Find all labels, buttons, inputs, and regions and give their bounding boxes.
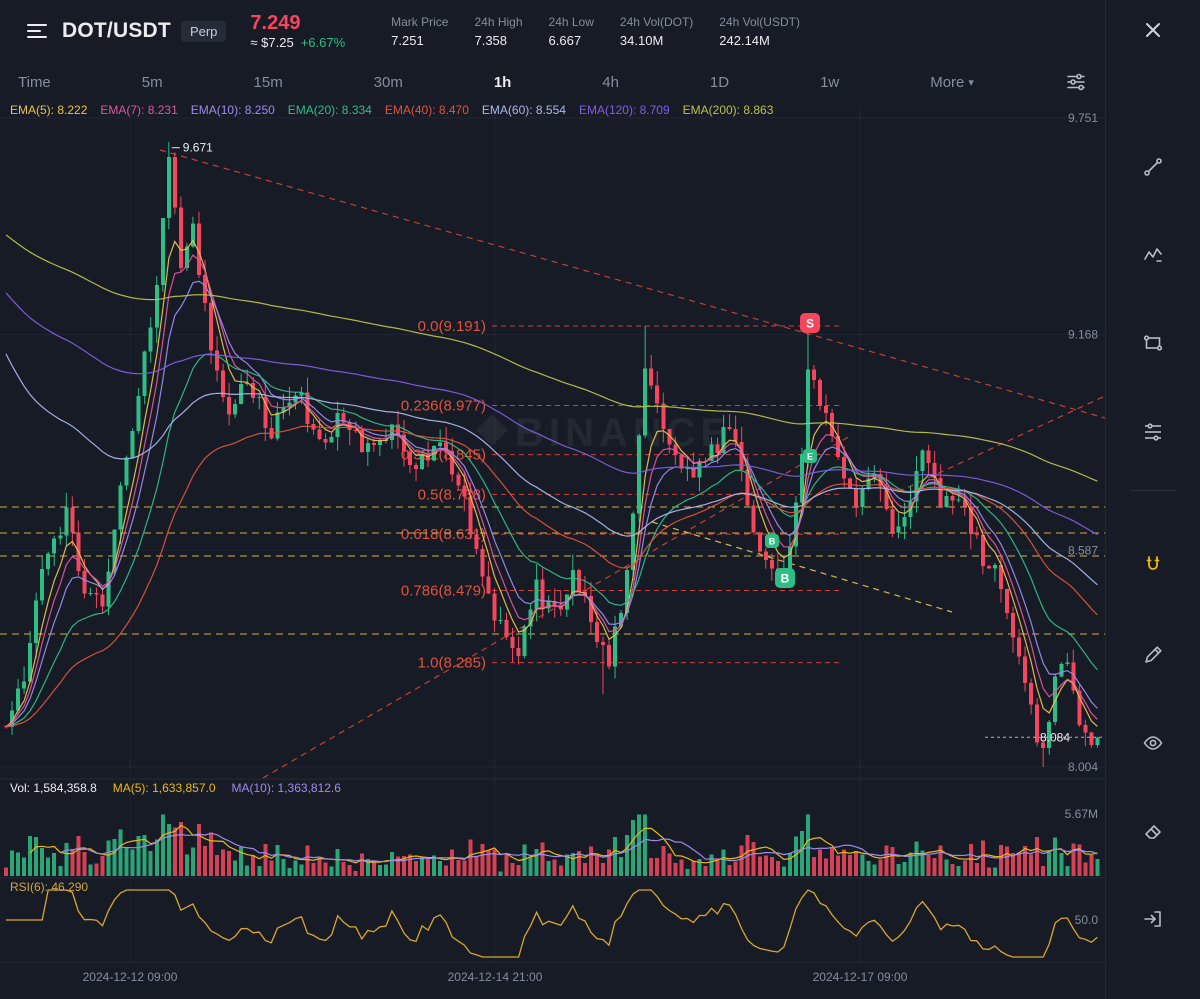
trade-marker-b[interactable]: B	[765, 534, 779, 548]
rsi-line	[6, 889, 1098, 958]
tab-4h[interactable]: 4h	[602, 73, 619, 91]
svg-text:0.786(8.479): 0.786(8.479)	[401, 583, 486, 600]
magnet-icon[interactable]	[1135, 547, 1171, 583]
ema-line	[5, 353, 1098, 728]
chart-settings-icon[interactable]	[1065, 71, 1087, 93]
ema-line	[5, 280, 1098, 728]
timeframe-toolbar: Time 5m 15m 30m 1h 4h 1D 1w More ▾	[0, 62, 1105, 102]
ema-indicators-row: EMA(5): 8.222 EMA(7): 8.231 EMA(10): 8.250…	[10, 103, 773, 117]
ema-indicator: EMA(200): 8.863	[682, 103, 774, 117]
menu-icon[interactable]	[24, 18, 50, 44]
chart-area: BINANCE 0.0(9.191) 0.236(8.977) 0.382(8.845…	[0, 0, 1105, 999]
trendline-tool-icon[interactable]	[1135, 149, 1171, 185]
volume-indicator-row: Vol: 1,584,358.8 MA(5): 1,633,857.0 MA(1…	[10, 781, 341, 795]
svg-text:BINANCE: BINANCE	[515, 411, 732, 455]
volume-layer	[4, 814, 1100, 876]
tab-5m[interactable]: 5m	[141, 73, 163, 91]
trendline	[159, 149, 1105, 419]
tab-30m[interactable]: 30m	[373, 73, 403, 91]
svg-text:1.0(8.285): 1.0(8.285)	[418, 655, 486, 672]
ema-line	[5, 353, 1098, 586]
volume-value: Vol: 1,584,358.8	[10, 781, 97, 795]
market-stats: Mark Price 7.251 24h High 7.358 24h Low …	[391, 15, 800, 48]
indicator-wave-icon[interactable]	[1135, 237, 1171, 273]
ema-line	[5, 425, 1098, 728]
change-percent: +6.67%	[300, 34, 346, 50]
ema-indicator: EMA(20): 8.334	[287, 103, 372, 117]
tab-more[interactable]: More ▾	[930, 73, 974, 91]
rsi-axis-label: 50.0	[1075, 913, 1099, 927]
trade-marker-e[interactable]: E	[803, 449, 817, 463]
price-axis-label: 8.004	[1068, 760, 1098, 774]
time-axis-label: 2024-12-14 21:00	[448, 970, 543, 984]
price-axis-label: 8.587	[1068, 543, 1098, 557]
trade-marker-b[interactable]: B	[775, 568, 795, 588]
trade-marker-s[interactable]: S	[800, 313, 820, 333]
eye-icon[interactable]	[1135, 725, 1171, 761]
ema-line	[5, 254, 1098, 728]
tab-1h[interactable]: 1h	[493, 73, 512, 91]
binance-watermark: BINANCE	[476, 411, 732, 455]
trendline	[262, 435, 851, 779]
rectangle-tool-icon[interactable]	[1135, 325, 1171, 361]
drawing-tools-sidebar	[1105, 0, 1200, 999]
last-price-axis-label: 8.084	[1040, 730, 1070, 744]
tab-1d[interactable]: 1D	[709, 73, 730, 91]
svg-text:B: B	[769, 537, 776, 547]
svg-text:0.236(8.977): 0.236(8.977)	[401, 398, 486, 415]
time-axis-label: 2024-12-17 09:00	[813, 970, 908, 984]
brush-edit-icon[interactable]	[1135, 637, 1171, 673]
close-icon[interactable]	[1135, 12, 1171, 48]
chart-canvas[interactable]: BINANCE0.0(9.191)0.236(8.977)0.382(8.845…	[0, 0, 1105, 999]
price-axis-label: 9.168	[1068, 328, 1098, 342]
stat-mark-price: Mark Price 7.251	[391, 14, 449, 48]
svg-text:B: B	[781, 572, 790, 586]
last-price: 7.249	[250, 11, 301, 34]
svg-text:0.618(8.631): 0.618(8.631)	[401, 526, 486, 543]
trendline	[651, 521, 953, 613]
volume-ma10-value: MA(10): 1,363,812.6	[231, 781, 341, 795]
export-icon[interactable]	[1135, 901, 1171, 937]
stat-24h-high: 24h High 7.358	[474, 14, 523, 48]
ema-line	[5, 292, 1098, 536]
ema-indicator: EMA(120): 8.709	[578, 103, 670, 117]
svg-text:E: E	[807, 452, 813, 462]
gridlines	[0, 108, 1105, 962]
ema-indicator: EMA(60): 8.554	[481, 103, 566, 117]
tab-1w[interactable]: 1w	[820, 73, 840, 91]
ema-indicator: EMA(10): 8.250	[190, 103, 275, 117]
sidebar-divider	[1130, 490, 1176, 491]
eraser-icon[interactable]	[1135, 813, 1171, 849]
ema-line	[5, 234, 1098, 482]
svg-text:S: S	[806, 317, 814, 331]
fib-levels-tool-icon[interactable]	[1135, 414, 1171, 450]
candles-layer	[4, 142, 1100, 767]
ema-indicator: EMA(5): 8.222	[10, 103, 88, 117]
chevron-down-icon: ▾	[968, 76, 974, 89]
rsi-indicator-row: RSI(6): 46.290	[10, 880, 89, 894]
volume-ma5-value: MA(5): 1,633,857.0	[112, 781, 216, 795]
ema-indicator: EMA(40): 8.470	[384, 103, 469, 117]
volume-axis-label: 5.67M	[1065, 807, 1098, 821]
tab-15m[interactable]: 15m	[253, 73, 283, 91]
price-block: 7.249 ≈ $7.25 +6.67%	[250, 13, 345, 50]
approx-fiat-price: ≈ $7.25	[250, 34, 294, 50]
tab-time[interactable]: Time	[18, 73, 51, 91]
time-axis-label: 2024-12-12 09:00	[83, 970, 178, 984]
stat-24h-vol-dot: 24h Vol(DOT) 34.10M	[619, 14, 694, 48]
ema-indicator: EMA(7): 8.231	[100, 103, 178, 117]
svg-text:0.0(9.191): 0.0(9.191)	[418, 318, 486, 335]
header: DOT/USDT Perp 7.249 ≈ $7.25 +6.67% Mark …	[0, 0, 1105, 62]
symbol-title[interactable]: DOT/USDT	[62, 19, 171, 42]
volume-ma-line	[29, 824, 1098, 864]
stat-24h-low: 24h Low 6.667	[548, 14, 594, 48]
volume-ma-line	[60, 832, 1098, 863]
contract-type-badge: Perp	[180, 20, 227, 42]
stat-24h-vol-usdt: 24h Vol(USDT) 242.14M	[719, 14, 800, 48]
price-axis-label: 9.751	[1068, 111, 1098, 125]
peak-price-label: 9.671	[183, 141, 213, 155]
